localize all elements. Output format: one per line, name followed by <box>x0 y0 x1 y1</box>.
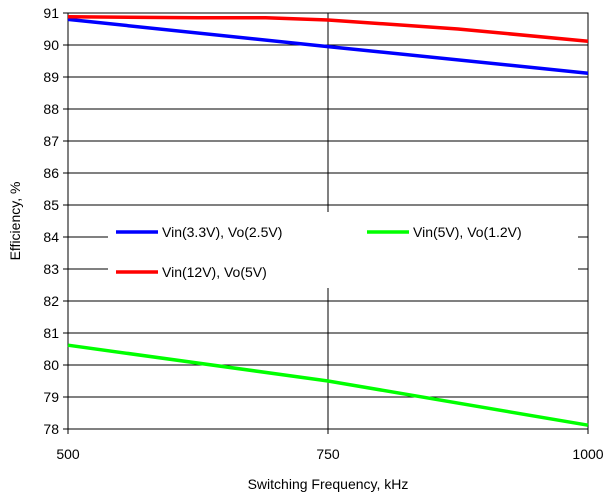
x-axis-label: Switching Frequency, kHz <box>248 476 409 492</box>
y-tick-label: 87 <box>43 133 59 149</box>
y-tick-label: 82 <box>43 293 59 309</box>
y-tick-label: 90 <box>43 37 59 53</box>
y-tick-label: 84 <box>43 229 59 245</box>
legend-box <box>108 212 578 288</box>
legend-background <box>108 212 578 288</box>
y-axis-ticks: 78 79 80 81 82 83 84 85 86 87 88 89 90 91 <box>43 5 68 437</box>
x-axis-ticks: 500 750 1000 <box>56 429 604 462</box>
y-tick-label: 86 <box>43 165 59 181</box>
y-tick-label: 80 <box>43 357 59 373</box>
y-tick-label: 88 <box>43 101 59 117</box>
y-axis-label: Efficiency, % <box>7 182 23 261</box>
series-line-1 <box>67 17 589 75</box>
series-line-3 <box>67 15 589 43</box>
y-tick-label: 81 <box>43 325 59 341</box>
legend-label: Vin(5V), Vo(1.2V) <box>413 224 522 240</box>
x-tick-label: 750 <box>316 446 340 462</box>
legend-label: Vin(12V), Vo(5V) <box>162 264 267 280</box>
y-tick-label: 79 <box>43 389 59 405</box>
legend: Vin(3.3V), Vo(2.5V) Vin(5V), Vo(1.2V) Vin(… <box>116 224 522 280</box>
y-tick-label: 91 <box>43 5 59 21</box>
y-tick-label: 85 <box>43 197 59 213</box>
y-tick-label: 78 <box>43 421 59 437</box>
x-tick-label: 1000 <box>572 446 603 462</box>
legend-label: Vin(3.3V), Vo(2.5V) <box>162 224 282 240</box>
series-lines <box>67 15 589 427</box>
y-tick-label: 83 <box>43 261 59 277</box>
x-tick-label: 500 <box>56 446 80 462</box>
series-line-2 <box>67 343 589 427</box>
y-tick-label: 89 <box>43 69 59 85</box>
